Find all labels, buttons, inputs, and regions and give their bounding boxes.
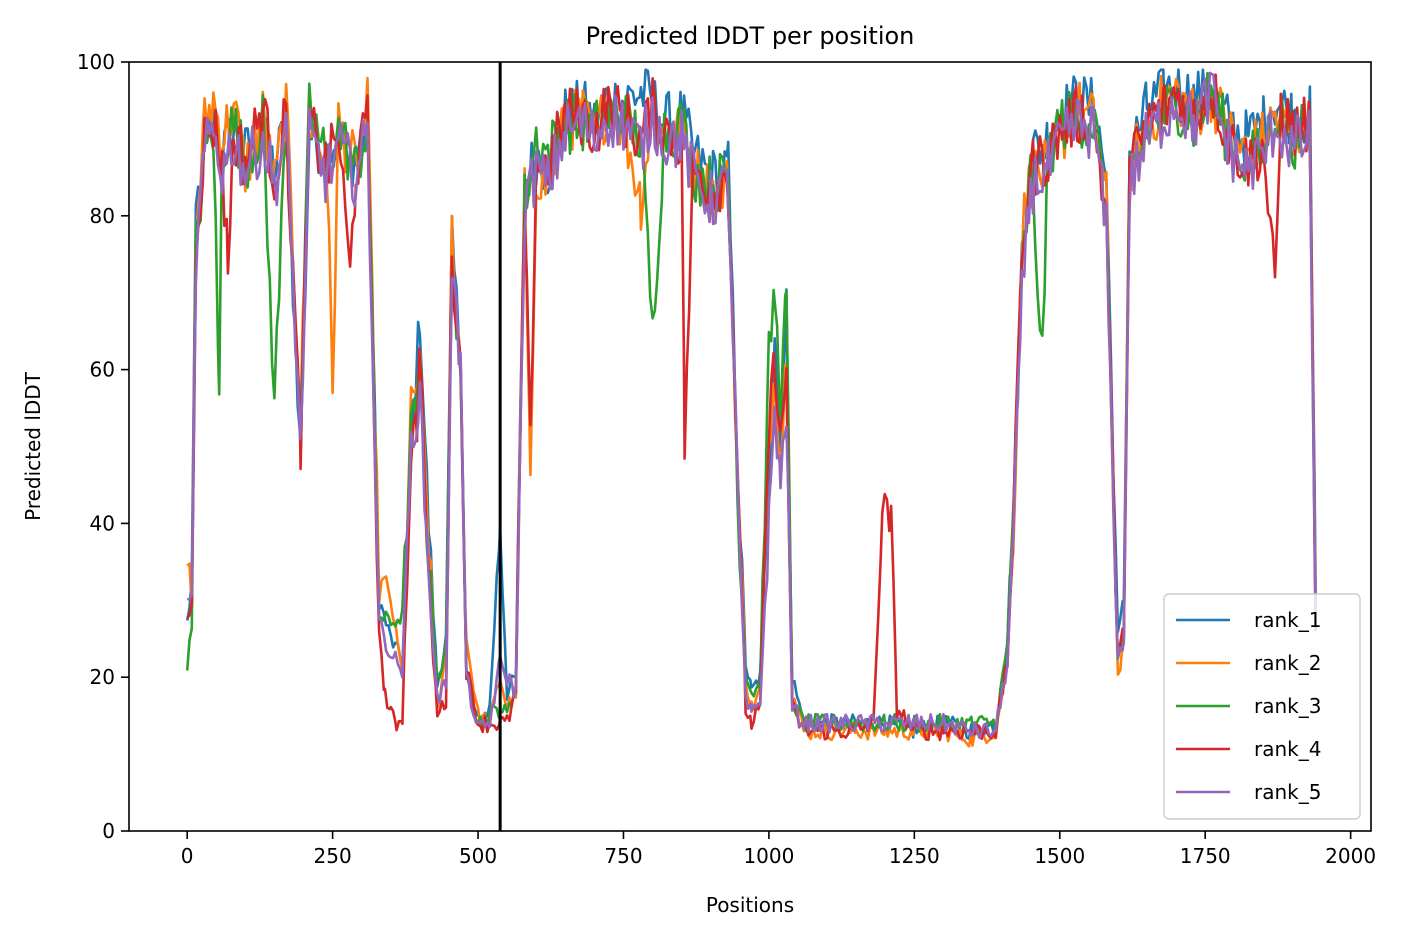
plot-frame <box>128 61 1372 832</box>
series-line-rank_5 <box>187 71 1317 740</box>
legend-box <box>1163 593 1361 820</box>
y-tick-label: 60 <box>90 358 115 382</box>
x-tick-label: 0 <box>181 844 194 868</box>
y-tick-label: 80 <box>90 204 115 228</box>
x-tick-label: 1500 <box>1034 844 1085 868</box>
x-tick-label: 1750 <box>1180 844 1231 868</box>
y-tick-label: 100 <box>77 50 115 74</box>
legend-label-rank_1: rank_1 <box>1254 608 1321 632</box>
legend: rank_1 rank_2 rank_3 rank_4 rank_5 <box>1163 593 1361 820</box>
x-axis-label: Positions <box>706 893 794 917</box>
x-tick-label: 1000 <box>743 844 794 868</box>
x-tick-label: 1250 <box>889 844 940 868</box>
x-axis-ticks: 0 250 500 750 1000 1250 1500 1750 2000 <box>181 831 1376 868</box>
x-tick-label: 750 <box>604 844 642 868</box>
y-tick-label: 20 <box>90 665 115 689</box>
chart-title: Predicted lDDT per position <box>586 22 915 50</box>
legend-label-rank_2: rank_2 <box>1254 651 1321 675</box>
y-axis-ticks: 0 20 40 60 80 100 <box>77 50 129 843</box>
legend-label-rank_3: rank_3 <box>1254 694 1321 718</box>
y-axis-label: Predicted lDDT <box>21 371 45 521</box>
x-tick-label: 250 <box>314 844 352 868</box>
legend-label-rank_5: rank_5 <box>1254 780 1321 804</box>
y-tick-label: 40 <box>90 511 115 535</box>
x-tick-label: 2000 <box>1325 844 1376 868</box>
legend-label-rank_4: rank_4 <box>1254 737 1321 761</box>
series-lines <box>185 68 1317 748</box>
x-tick-label: 500 <box>459 844 497 868</box>
y-tick-label: 0 <box>102 819 115 843</box>
